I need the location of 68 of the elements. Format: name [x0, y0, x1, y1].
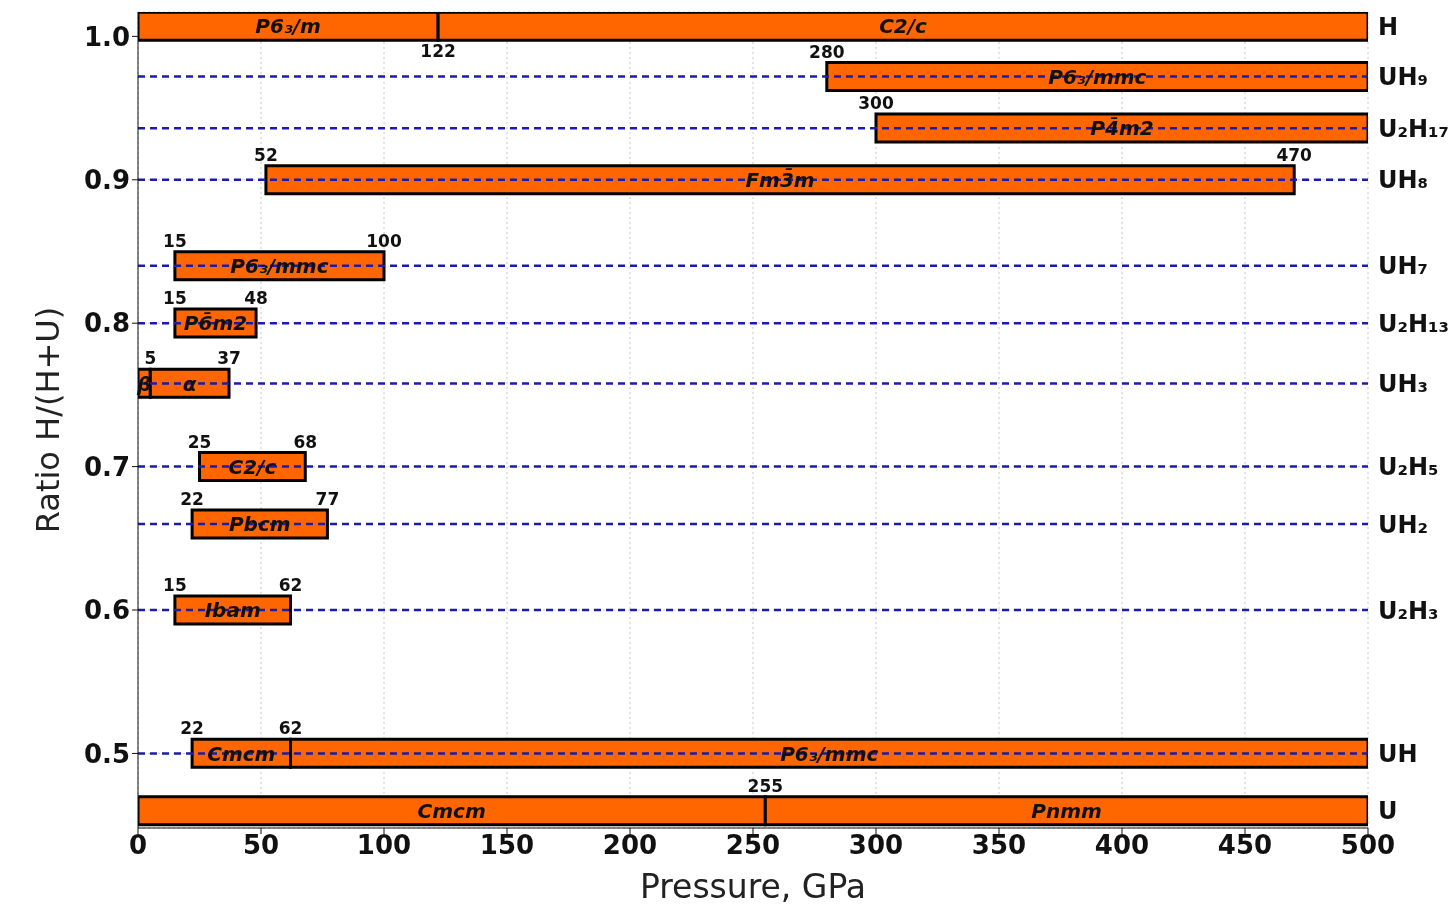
- x-tick-label: 300: [848, 830, 904, 861]
- annotation: UH: [1378, 740, 1418, 769]
- annotation: UH₉: [1378, 63, 1429, 92]
- annotation: UH₃: [1378, 370, 1429, 399]
- annotation: 52: [254, 144, 278, 165]
- annotation: 470: [1276, 144, 1313, 165]
- x-tick-label: 0: [128, 830, 148, 861]
- data-label: Pnmm: [1031, 798, 1102, 823]
- annotation: 22: [180, 718, 204, 739]
- annotation: 68: [293, 431, 318, 452]
- annotation: 300: [858, 93, 894, 114]
- x-tick-label: 500: [1340, 830, 1396, 861]
- x-tick-label: 200: [602, 830, 658, 861]
- x-axis-title: Pressure, GPa: [639, 867, 867, 906]
- data-label: P6₃/mmc: [1048, 64, 1147, 89]
- annotation: 22: [180, 488, 204, 509]
- y-tick-label: 0.6: [83, 595, 130, 626]
- annotation: 15: [163, 288, 187, 309]
- data-label: P6₃/mmc: [780, 741, 879, 766]
- x-tick-label: 250: [725, 830, 781, 861]
- data-label: Ibam: [204, 598, 261, 623]
- y-tick-label: 0.9: [83, 165, 130, 196]
- annotation: 280: [809, 41, 845, 62]
- x-tick-label: 100: [356, 830, 412, 861]
- annotation: U₂H₁₃: [1378, 309, 1450, 338]
- data-label: P6̄m2: [183, 311, 248, 336]
- x-tick-label: 400: [1094, 830, 1150, 861]
- annotation: 5: [144, 348, 157, 369]
- annotation: 100: [366, 230, 402, 251]
- annotation: 62: [278, 718, 303, 739]
- annotation: 37: [217, 348, 241, 369]
- annotation: H: [1378, 12, 1399, 41]
- y-tick-label: 0.7: [83, 451, 130, 482]
- annotation: 122: [420, 41, 456, 62]
- annotation: UH₂: [1378, 510, 1429, 539]
- annotation: 77: [315, 488, 340, 509]
- annotation: U₂H₅: [1378, 453, 1439, 482]
- y-tick-label: 0.5: [83, 738, 130, 769]
- data-label: Cmcm: [417, 798, 486, 823]
- x-tick-label: 150: [479, 830, 535, 861]
- annotation: 15: [163, 230, 187, 251]
- data-label: α: [182, 371, 197, 396]
- bar: [264, 164, 1296, 196]
- annotation: UH₈: [1378, 166, 1429, 195]
- annotation: U₂H₁₇: [1378, 114, 1450, 143]
- data-label: C2/c: [228, 454, 277, 479]
- annotation: 255: [747, 775, 784, 796]
- annotation: 48: [244, 288, 268, 309]
- data-label: P6₃/m: [255, 14, 321, 39]
- y-tick-label: 1.0: [83, 21, 130, 52]
- data-label: Cmcm: [207, 741, 276, 766]
- annotation: UH₇: [1378, 252, 1429, 281]
- x-tick-label: 350: [971, 830, 1027, 861]
- y-tick-label: 0.8: [83, 308, 130, 339]
- annotation: U₂H₃: [1378, 596, 1439, 625]
- data-label: C2/c: [879, 14, 928, 39]
- x-tick-label: 50: [242, 830, 280, 861]
- data-label: P6₃/mmc: [230, 253, 329, 278]
- bar: [825, 60, 1368, 92]
- annotation: 15: [163, 575, 187, 596]
- data-label: Fm3̄m: [745, 167, 815, 192]
- bar: [874, 112, 1368, 144]
- y-axis-title: Ratio H/(H+U): [29, 306, 68, 534]
- x-tick-label: 450: [1217, 830, 1273, 861]
- data-label: Pbcm: [228, 512, 291, 537]
- annotation: 25: [187, 431, 212, 452]
- annotation: 62: [278, 575, 303, 596]
- annotation: U: [1378, 797, 1398, 826]
